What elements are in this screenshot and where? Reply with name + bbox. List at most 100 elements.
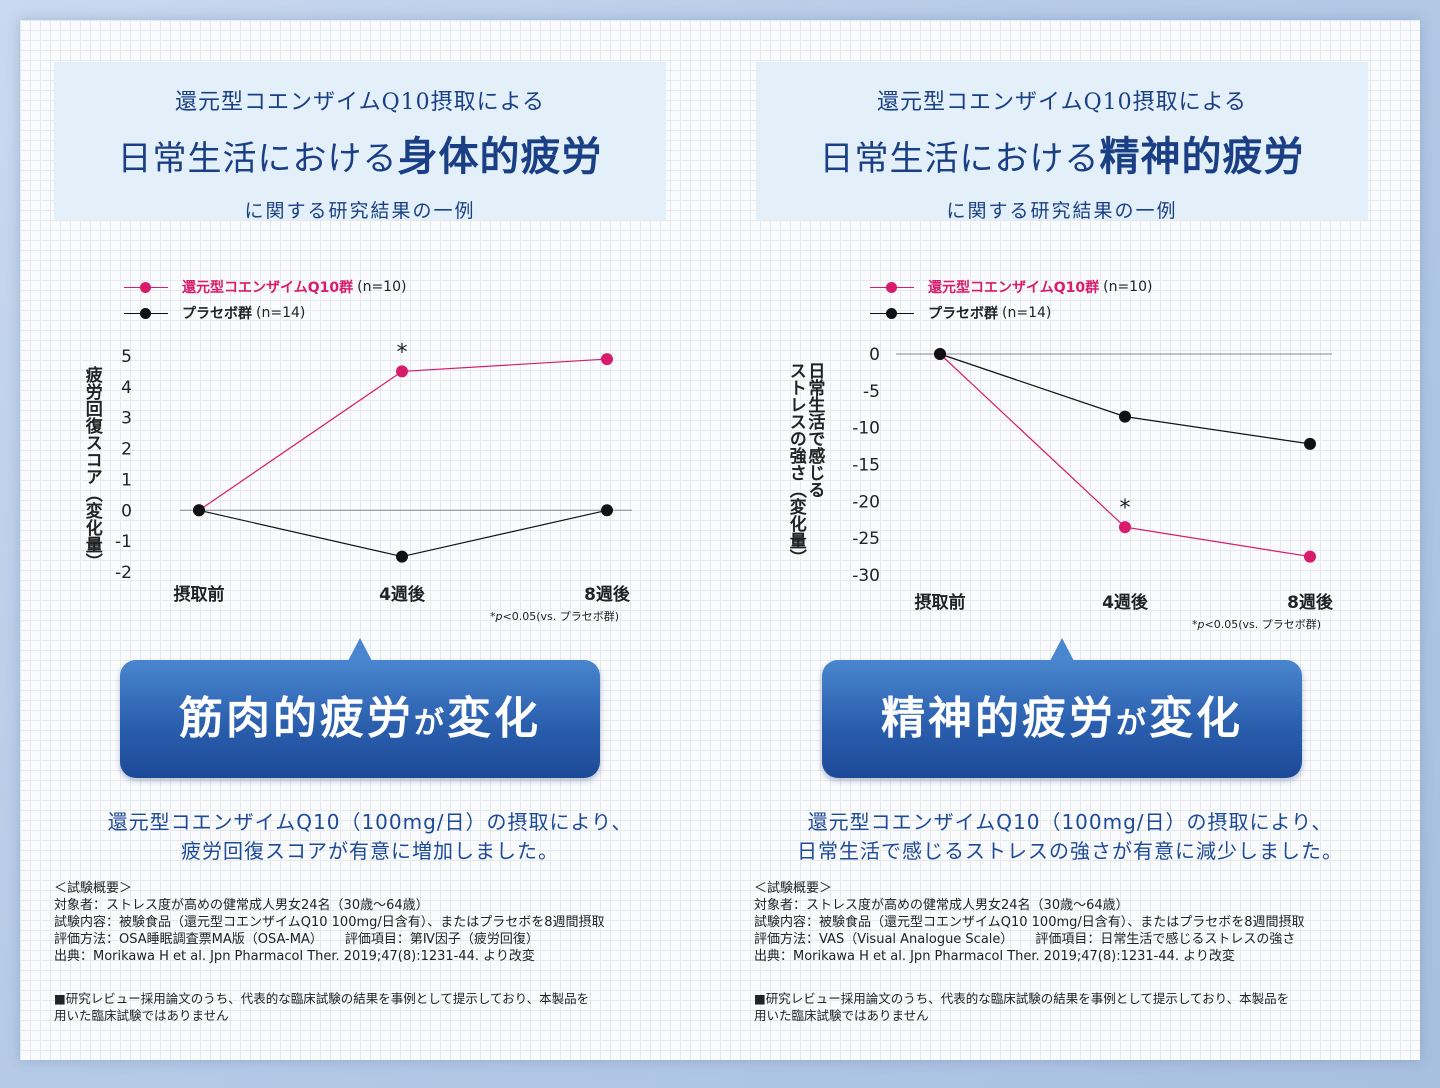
data-point-placebo [193, 504, 205, 517]
summary-source: 出典：Morikawa H et al. Jpn Pharmacol Ther.… [54, 949, 535, 964]
x-tick-label: 摂取前 [174, 584, 225, 605]
header-line1: 還元型コエンザイムQ10摂取による [175, 90, 545, 115]
callout-text: 筋肉的疲労が変化 [120, 660, 600, 783]
disclaimer-line1: ■研究レビュー採用論文のうち、代表的な臨床試験の結果を事例として提示しており、本… [754, 991, 1290, 1006]
conclusion-callout: 精神的疲労が変化 [822, 638, 1302, 778]
y-tick-label: 2 [121, 440, 132, 460]
y-tick-label: 0 [869, 345, 880, 365]
callout-end: 変化 [1149, 693, 1243, 744]
header-line2: 日常生活における身体的疲労 [54, 124, 666, 182]
data-point-placebo [934, 348, 946, 360]
summary-item: 評価項目：第Ⅳ因子（疲労回復） [344, 932, 539, 947]
summary-method: 評価方法：VAS（Visual Analogue Scale） [754, 932, 1014, 947]
summary-evaluation: 評価方法：OSA睡眠調査票MA版（OSA-MA） 評価項目：第Ⅳ因子（疲労回復） [54, 931, 605, 948]
header-emphasis: 身体的疲労 [397, 133, 603, 180]
mental-fatigue-panel: 還元型コエンザイムQ10摂取による 日常生活における精神的疲労 に関する研究結果… [720, 20, 1420, 1060]
header-line3: に関する研究結果の一例 [946, 200, 1178, 222]
y-tick-label: 3 [121, 409, 132, 429]
callout-end: 変化 [447, 693, 541, 744]
header-line1: 還元型コエンザイムQ10摂取による [877, 90, 1247, 115]
series-line-placebo [198, 509, 608, 558]
callout-particle: が [414, 706, 447, 741]
x-tick-label: 8週後 [1287, 592, 1334, 613]
disclaimer: ■研究レビュー採用論文のうち、代表的な臨床試験の結果を事例として提示しており、本… [754, 990, 1289, 1024]
summary-content: 試験内容：被験食品（還元型コエンザイムQ10 100mg/日含有）、またはプラセ… [54, 915, 605, 930]
y-tick-label: 4 [121, 378, 132, 398]
result-line2: 日常生活で感じるストレスの強さが有意に減少しました。 [797, 839, 1343, 863]
callout-particle: が [1116, 706, 1149, 741]
trial-summary: ＜試験概要＞ 対象者：ストレス度が高めの健常成人男女24名（30歳〜64歳） 試… [754, 880, 1305, 965]
legend-item-placebo: プラセボ群 (n=14) [870, 300, 1152, 326]
legend-marker-pink [870, 281, 914, 293]
summary-method: 評価方法：OSA睡眠調査票MA版（OSA-MA） [54, 932, 323, 947]
summary-evaluation: 評価方法：VAS（Visual Analogue Scale） 評価項目：日常生活… [754, 931, 1305, 948]
note-text: <0.05(vs. プラセボ群) [1204, 618, 1322, 631]
legend-n-q10: (n=10) [1103, 279, 1153, 295]
legend-label-q10: 還元型コエンザイムQ10群 [182, 280, 354, 296]
disclaimer-line2: 用いた臨床試験ではありません [54, 1008, 229, 1023]
panel-header: 還元型コエンザイムQ10摂取による 日常生活における身体的疲労 に関する研究結果… [54, 62, 666, 222]
panel-header: 還元型コエンザイムQ10摂取による 日常生活における精神的疲労 に関する研究結果… [756, 62, 1368, 222]
result-line1: 還元型コエンザイムQ10（100mg/日）の摂取により、 [807, 810, 1333, 834]
summary-target: 対象者：ストレス度が高めの健常成人男女24名（30歳〜64歳） [54, 898, 429, 913]
x-tick-label: 8週後 [584, 584, 631, 605]
significance-note: *p<0.05(vs. プラセボ群) [490, 608, 619, 624]
y-tick-label: 1 [121, 470, 132, 490]
y-tick-label: 5 [121, 347, 132, 367]
legend-label-q10: 還元型コエンザイムQ10群 [928, 280, 1100, 296]
header-emphasis: 精神的疲労 [1099, 133, 1305, 180]
header-line2: 日常生活における精神的疲労 [756, 124, 1368, 182]
y-tick-label: -15 [852, 456, 880, 476]
header-line3: に関する研究結果の一例 [244, 200, 476, 222]
callout-main: 筋肉的疲労 [179, 693, 414, 744]
y-tick-label: -1 [115, 532, 132, 552]
data-point-placebo [396, 550, 408, 563]
trial-summary: ＜試験概要＞ 対象者：ストレス度が高めの健常成人男女24名（30歳〜64歳） 試… [54, 880, 605, 965]
legend-item-q10: 還元型コエンザイムQ10群 (n=10) [870, 274, 1152, 300]
y-tick-label: -2 [115, 563, 132, 583]
legend-label-placebo: プラセボ群 [928, 306, 998, 322]
legend-n-q10: (n=10) [357, 279, 407, 295]
disclaimer-line2: 用いた臨床試験ではありません [754, 1008, 929, 1023]
y-tick-label: 0 [121, 501, 132, 521]
result-line1: 還元型コエンザイムQ10（100mg/日）の摂取により、 [107, 810, 633, 834]
y-tick-label: -10 [852, 419, 880, 439]
x-tick-label: 4週後 [1102, 592, 1149, 613]
summary-title: ＜試験概要＞ [754, 881, 833, 896]
y-tick-label: -30 [852, 566, 880, 586]
note-star: * [1192, 618, 1198, 631]
physical-fatigue-panel: 還元型コエンザイムQ10摂取による 日常生活における身体的疲労 に関する研究結果… [20, 20, 720, 1060]
disclaimer-line1: ■研究レビュー採用論文のうち、代表的な臨床試験の結果を事例として提示しており、本… [54, 991, 590, 1006]
summary-item: 評価項目：日常生活で感じるストレスの強さ [1035, 932, 1296, 947]
significance-marker: * [397, 340, 408, 365]
summary-content: 試験内容：被験食品（還元型コエンザイムQ10 100mg/日含有）、またはプラセ… [754, 915, 1305, 930]
data-point-q10 [396, 365, 408, 378]
fatigue-recovery-chart: 5 4 3 2 1 0 -1 -2 摂取前 4週後 8週後 * [115, 340, 632, 605]
y-axis-label-line2: ストレスの強さ（変化量） [785, 362, 806, 566]
legend-marker-pink [124, 281, 168, 293]
header-prefix: 日常生活における [117, 139, 398, 179]
data-point-placebo [601, 504, 613, 517]
data-point-q10 [1119, 521, 1131, 534]
significance-marker: * [1120, 496, 1131, 521]
y-axis-label-line1: 日常生活で感じる [804, 362, 825, 498]
disclaimer: ■研究レビュー採用論文のうち、代表的な臨床試験の結果を事例として提示しており、本… [54, 990, 589, 1024]
callout-pointer [1050, 638, 1074, 661]
series-line-placebo [939, 353, 1311, 445]
summary-target: 対象者：ストレス度が高めの健常成人男女24名（30歳〜64歳） [754, 898, 1129, 913]
note-p: p [1197, 618, 1205, 631]
summary-source: 出典：Morikawa H et al. Jpn Pharmacol Ther.… [754, 949, 1235, 964]
legend-item-placebo: プラセボ群 (n=14) [124, 300, 406, 326]
data-point-placebo [1119, 410, 1131, 423]
chart-legend: 還元型コエンザイムQ10群 (n=10) プラセボ群 (n=14) [870, 274, 1152, 326]
series-line-q10 [198, 358, 608, 511]
infographic-card: 還元型コエンザイムQ10摂取による 日常生活における身体的疲労 に関する研究結果… [20, 20, 1420, 1060]
y-axis-label: 疲労回復スコア（変化量） [81, 366, 102, 570]
summary-title: ＜試験概要＞ [54, 881, 133, 896]
y-tick-label: -25 [852, 529, 880, 549]
legend-marker-black [124, 307, 168, 319]
callout-text: 精神的疲労が変化 [822, 660, 1302, 783]
legend-marker-black [870, 307, 914, 319]
data-point-q10 [1304, 550, 1316, 563]
y-tick-label: -5 [863, 382, 880, 402]
